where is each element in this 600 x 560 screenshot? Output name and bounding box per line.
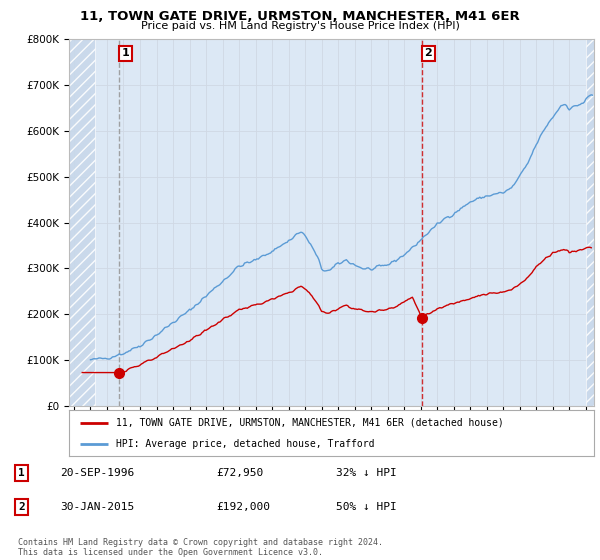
- Bar: [586, 39, 594, 406]
- Text: 11, TOWN GATE DRIVE, URMSTON, MANCHESTER, M41 6ER (detached house): 11, TOWN GATE DRIVE, URMSTON, MANCHESTER…: [116, 418, 504, 428]
- Text: 32% ↓ HPI: 32% ↓ HPI: [336, 468, 397, 478]
- Text: 11, TOWN GATE DRIVE, URMSTON, MANCHESTER, M41 6ER: 11, TOWN GATE DRIVE, URMSTON, MANCHESTER…: [80, 10, 520, 22]
- Text: 1: 1: [121, 48, 129, 58]
- Text: £192,000: £192,000: [216, 502, 270, 512]
- Text: 50% ↓ HPI: 50% ↓ HPI: [336, 502, 397, 512]
- Text: 2: 2: [18, 502, 25, 512]
- Text: 1: 1: [18, 468, 25, 478]
- Text: 30-JAN-2015: 30-JAN-2015: [60, 502, 134, 512]
- Text: HPI: Average price, detached house, Trafford: HPI: Average price, detached house, Traf…: [116, 439, 375, 449]
- Bar: [69, 39, 95, 406]
- Text: £72,950: £72,950: [216, 468, 263, 478]
- Text: 20-SEP-1996: 20-SEP-1996: [60, 468, 134, 478]
- Text: Price paid vs. HM Land Registry's House Price Index (HPI): Price paid vs. HM Land Registry's House …: [140, 21, 460, 31]
- Text: Contains HM Land Registry data © Crown copyright and database right 2024.
This d: Contains HM Land Registry data © Crown c…: [18, 538, 383, 557]
- Text: 2: 2: [424, 48, 432, 58]
